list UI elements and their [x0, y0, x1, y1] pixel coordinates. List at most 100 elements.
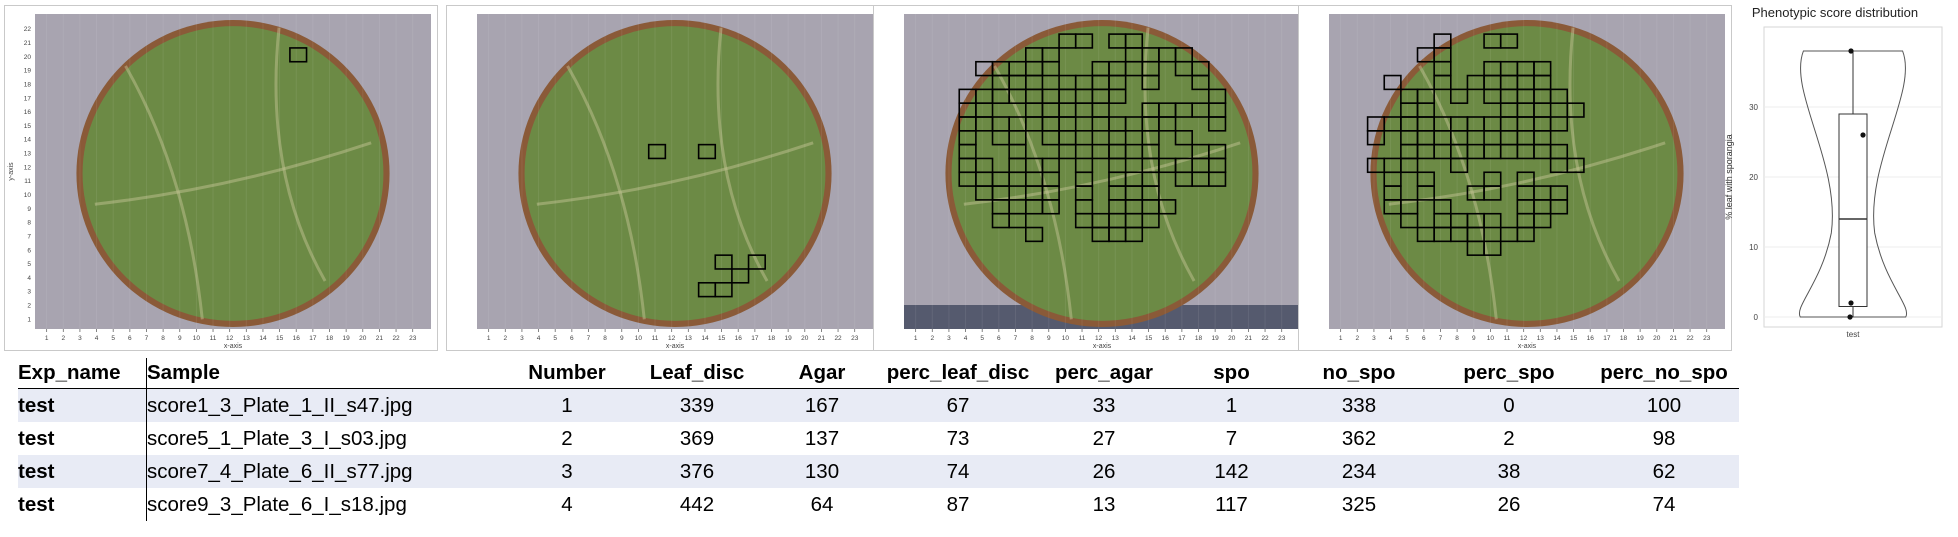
- y-tick-label: 11: [24, 178, 31, 185]
- x-tick-label: 19: [1212, 335, 1220, 342]
- x-tick-label: 19: [785, 335, 793, 342]
- table-cell: 74: [882, 455, 1034, 488]
- x-tick-label: 2: [930, 335, 934, 342]
- table-cell: test: [18, 388, 147, 422]
- table-cell: 1: [502, 388, 632, 422]
- violin-y-tick: 30: [1749, 103, 1758, 112]
- table-cell: 325: [1341, 492, 1377, 516]
- plate-svg-2: 1 2 3 4 5 6 7 8 9 10 11 12 13 14 15 16 17 18 19 20 21 22 23x-a…: [477, 14, 873, 350]
- x-tick-label: 1: [1339, 335, 1343, 342]
- x-tick-label: 12: [668, 335, 676, 342]
- violin-shape: [1798, 50, 1908, 318]
- x-tick-label: 22: [392, 335, 400, 342]
- x-axis-label: x-axis: [1093, 343, 1112, 350]
- y-tick-label: 15: [24, 123, 32, 130]
- x-tick-label: 10: [635, 335, 643, 342]
- x-tick-label: 18: [768, 335, 776, 342]
- x-tick-label: 8: [603, 335, 607, 342]
- x-tick-label: 5: [980, 335, 984, 342]
- vein: [94, 141, 372, 206]
- x-tick-label: 21: [1670, 335, 1678, 342]
- spore-square: [647, 143, 667, 160]
- x-tick-label: 20: [1228, 335, 1236, 342]
- x-axis-label: x-axis: [666, 343, 685, 350]
- plate-svg-3: 1 2 3 4 5 6 7 8 9 10 11 12 13 14 15 16 17 18 19 20 21 22 23x-a…: [904, 14, 1300, 350]
- table-cell: 3: [502, 455, 632, 488]
- vein: [536, 141, 814, 206]
- column-header: perc_agar: [1034, 358, 1174, 389]
- spore-square: [1549, 88, 1569, 104]
- table-cell: 33: [1034, 388, 1174, 422]
- x-axis-label: x-axis: [224, 343, 243, 350]
- x-tick-label: 6: [570, 335, 574, 342]
- leaf-disc: [82, 26, 384, 321]
- table-cell: 0: [1429, 388, 1589, 422]
- y-tick-label: 17: [24, 95, 32, 102]
- box-body: [1838, 113, 1868, 307]
- x-tick-label: 2: [1355, 335, 1359, 342]
- results-table: Exp_name Sample Number Leaf_disc Agar perc_le…: [18, 358, 1739, 521]
- x-tick-label: 15: [276, 335, 284, 342]
- x-tick-label: 3: [947, 335, 951, 342]
- x-tick-label: 4: [1389, 335, 1393, 342]
- y-tick-label: 20: [24, 54, 32, 61]
- table-cell: 4: [561, 492, 573, 516]
- spore-square: [1208, 88, 1227, 104]
- x-tick-label: 11: [1079, 335, 1086, 342]
- x-tick-label: 14: [1128, 335, 1136, 342]
- x-tick-label: 17: [1178, 335, 1186, 342]
- x-tick-label: 18: [326, 335, 334, 342]
- table-cell: 87: [946, 492, 970, 516]
- x-tick-label: 17: [309, 335, 317, 342]
- x-tick-label: 23: [851, 335, 859, 342]
- x-tick-label: 4: [964, 335, 968, 342]
- violin-x-tick: test: [1847, 330, 1861, 339]
- spore-square: [1549, 143, 1569, 160]
- x-tick-label: 14: [701, 335, 709, 342]
- x-tick-label: 7: [587, 335, 591, 342]
- data-point: [1860, 132, 1866, 138]
- y-tick-label: 21: [24, 40, 32, 47]
- y-tick-label: 5: [27, 261, 31, 268]
- x-tick-label: 22: [834, 335, 842, 342]
- x-tick-label: 3: [520, 335, 524, 342]
- y-tick-label: 18: [24, 81, 32, 88]
- table-cell: 442: [679, 492, 715, 516]
- x-tick-label: 10: [1062, 335, 1070, 342]
- x-tick-label: 6: [997, 335, 1001, 342]
- spore-square: [1174, 47, 1193, 63]
- x-tick-label: 9: [1472, 335, 1476, 342]
- spore-square: [1433, 33, 1452, 49]
- violin-y-tick: 20: [1749, 173, 1758, 182]
- x-tick-label: 10: [1487, 335, 1495, 342]
- x-tick-label: 13: [243, 335, 251, 342]
- x-tick-label: 7: [145, 335, 149, 342]
- spore-square: [289, 47, 308, 63]
- table-cell: 100: [1589, 388, 1739, 422]
- spore-square: [1400, 199, 1419, 215]
- x-tick-label: 17: [751, 335, 759, 342]
- table-header-row: Exp_name Sample Number Leaf_disc Agar perc_le…: [18, 358, 1739, 389]
- spore-square: [1041, 47, 1060, 63]
- spore-square: [1516, 171, 1535, 187]
- column-header: Sample: [146, 358, 502, 389]
- x-tick-label: 1: [487, 335, 491, 342]
- table-cell: score7_4_Plate_6_II_s77.jpg: [146, 455, 502, 488]
- table-cell: 26: [1034, 455, 1174, 488]
- x-tick-label: 5: [111, 335, 115, 342]
- column-header: Agar: [762, 358, 882, 389]
- x-tick-label: 16: [293, 335, 301, 342]
- leaf-disc: [951, 26, 1253, 321]
- spore-square: [1566, 102, 1585, 118]
- table-cell: 13: [1092, 492, 1116, 516]
- x-tick-label: 19: [343, 335, 351, 342]
- spore-square: [1416, 171, 1435, 187]
- spore-square: [1483, 240, 1502, 256]
- y-tick-label: 10: [24, 192, 32, 199]
- table-cell: 234: [1289, 455, 1429, 488]
- table-cell: test: [18, 455, 147, 488]
- column-header: perc_spo: [1429, 358, 1589, 389]
- vein: [1568, 27, 1621, 282]
- table-cell: test: [18, 426, 55, 450]
- x-tick-label: 23: [1703, 335, 1711, 342]
